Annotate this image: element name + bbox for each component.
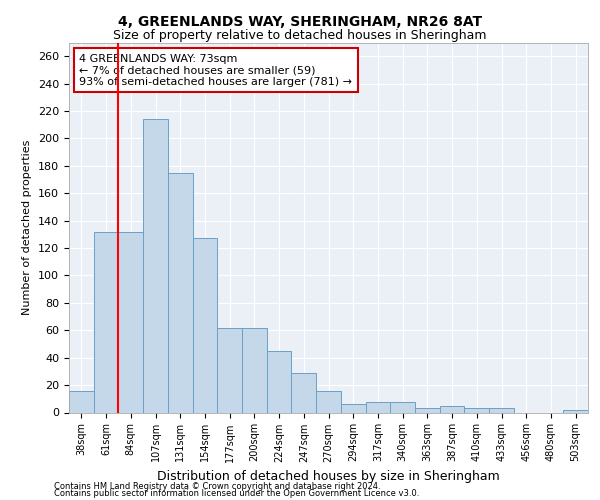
Bar — [242, 328, 267, 412]
Bar — [168, 172, 193, 412]
Y-axis label: Number of detached properties: Number of detached properties — [22, 140, 32, 315]
Bar — [143, 119, 168, 412]
Text: 4 GREENLANDS WAY: 73sqm
← 7% of detached houses are smaller (59)
93% of semi-det: 4 GREENLANDS WAY: 73sqm ← 7% of detached… — [79, 54, 352, 87]
Bar — [464, 408, 489, 412]
Bar — [217, 328, 242, 412]
Text: Contains HM Land Registry data © Crown copyright and database right 2024.: Contains HM Land Registry data © Crown c… — [54, 482, 380, 491]
Bar — [94, 232, 118, 412]
Bar — [69, 390, 94, 412]
Text: 4, GREENLANDS WAY, SHERINGHAM, NR26 8AT: 4, GREENLANDS WAY, SHERINGHAM, NR26 8AT — [118, 15, 482, 29]
Text: Size of property relative to detached houses in Sheringham: Size of property relative to detached ho… — [113, 29, 487, 42]
Bar — [440, 406, 464, 412]
Bar — [316, 390, 341, 412]
Bar — [118, 232, 143, 412]
Bar — [415, 408, 440, 412]
Bar — [563, 410, 588, 412]
X-axis label: Distribution of detached houses by size in Sheringham: Distribution of detached houses by size … — [157, 470, 500, 483]
Bar — [193, 238, 217, 412]
Bar — [292, 373, 316, 412]
Bar — [390, 402, 415, 412]
Bar — [365, 402, 390, 412]
Bar — [489, 408, 514, 412]
Bar — [267, 351, 292, 412]
Text: Contains public sector information licensed under the Open Government Licence v3: Contains public sector information licen… — [54, 490, 419, 498]
Bar — [341, 404, 365, 412]
